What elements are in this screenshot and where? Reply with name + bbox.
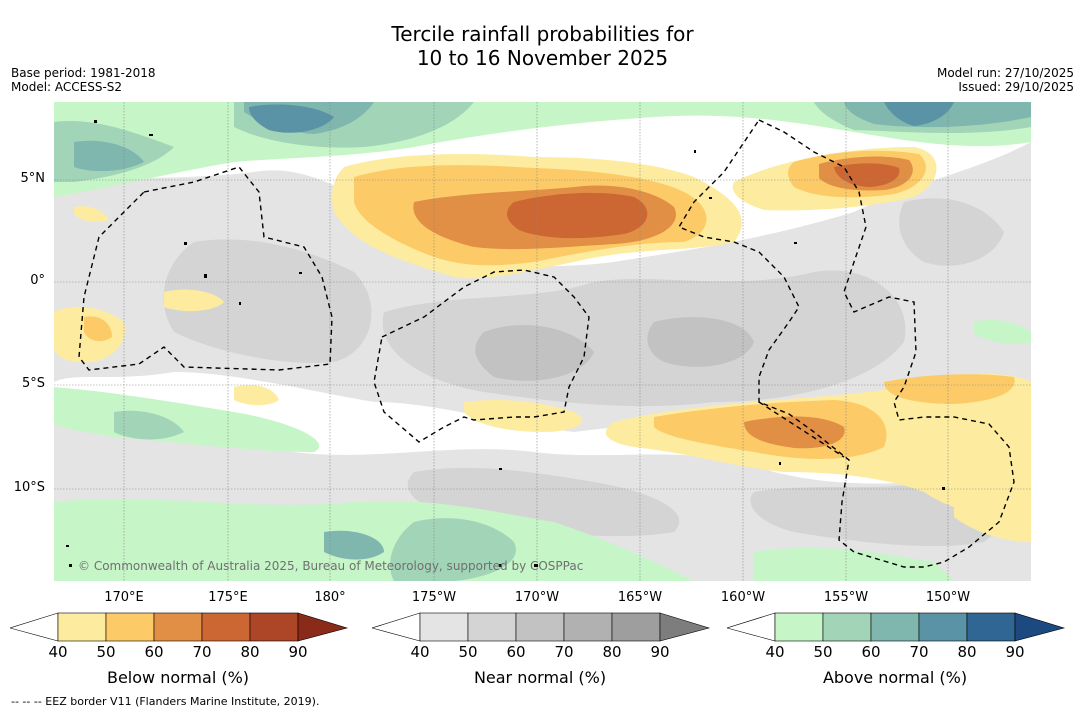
colorbar-tick: 70 <box>192 643 212 661</box>
colorbar-near-segment <box>611 612 661 642</box>
colorbar-near-normal <box>372 612 711 642</box>
colorbar-near-segment <box>467 612 517 642</box>
colorbar-tick: 60 <box>144 643 164 661</box>
colorbar-tick: 70 <box>554 643 574 661</box>
lon-label-170w: 170°W <box>514 590 560 605</box>
model-name: Model: ACCESS-S2 <box>11 80 123 94</box>
lon-label-150w: 150°W <box>925 590 971 605</box>
colorbar-tick: 80 <box>957 643 977 661</box>
colorbar-tick: 90 <box>650 643 670 661</box>
map-title: Tercile rainfall probabilities for 10 to… <box>0 22 1085 70</box>
colorbar-label-above: Above normal (%) <box>822 668 968 687</box>
colorbar-tick: 50 <box>813 643 833 661</box>
base-period: Base period: 1981-2018 <box>11 66 156 80</box>
lon-label-165w: 165°W <box>617 590 663 605</box>
model-run: Model run: 27/10/2025 <box>936 66 1074 80</box>
lon-label-175w: 175°W <box>411 590 457 605</box>
lon-label-160w: 160°W <box>720 590 766 605</box>
colorbar-below-segment <box>153 612 203 642</box>
lat-label-5s: 5°S <box>21 376 45 391</box>
colorbar-near-segment <box>419 612 469 642</box>
title-line-1: Tercile rainfall probabilities for <box>391 22 694 46</box>
colorbar-below-segment <box>249 612 299 642</box>
graticule <box>54 102 1031 581</box>
colorbar-above-segment <box>870 612 920 642</box>
colorbar-tick: 50 <box>96 643 116 661</box>
colorbar-tick: 50 <box>458 643 478 661</box>
lat-label-10s: 10°S <box>13 480 45 495</box>
colorbar-tick: 40 <box>410 643 430 661</box>
colorbar-below-normal <box>10 612 349 642</box>
colorbar-tick: 40 <box>765 643 785 661</box>
colorbar-below-segment <box>105 612 155 642</box>
run-info: Model run: 27/10/2025 Issued: 29/10/2025 <box>937 66 1074 94</box>
colorbar-above-segment <box>1014 612 1066 642</box>
lat-label-0: 0° <box>30 273 45 288</box>
probability-map <box>54 102 1031 581</box>
colorbar-above-segment <box>774 612 824 642</box>
colorbar-above-segment <box>966 612 1016 642</box>
colorbar-tick: 40 <box>48 643 68 661</box>
lon-label-175e: 175°E <box>208 590 248 605</box>
colorbar-tick: 80 <box>240 643 260 661</box>
eez-borders <box>78 119 1015 568</box>
colorbar-above-segment <box>727 612 776 642</box>
colorbar-tick: 70 <box>909 643 929 661</box>
model-info: Base period: 1981-2018 Model: ACCESS-S2 <box>11 66 156 94</box>
colorbar-tick: 90 <box>1005 643 1025 661</box>
colorbar-near-segment <box>563 612 613 642</box>
lat-label-5n: 5°N <box>20 171 46 186</box>
colorbar-tick: 80 <box>602 643 622 661</box>
colorbar-above-normal <box>727 612 1066 642</box>
colorbar-label-near: Near normal (%) <box>473 668 607 687</box>
title-line-2: 10 to 16 November 2025 <box>416 46 669 70</box>
eez-footnote: -- -- -- EEZ border V11 (Flanders Marine… <box>11 695 320 708</box>
above-normal-regions <box>54 102 1031 581</box>
colorbar-tick: 60 <box>506 643 526 661</box>
colorbar-label-below: Below normal (%) <box>106 668 250 687</box>
issued-date: Issued: 29/10/2025 <box>958 80 1074 94</box>
copyright-notice: © Commonwealth of Australia 2025, Bureau… <box>78 559 584 573</box>
colorbar-above-segment <box>822 612 872 642</box>
colorbar-near-segment <box>372 612 421 642</box>
colorbar-tick: 60 <box>861 643 881 661</box>
colorbar-tick: 90 <box>288 643 308 661</box>
lon-label-170e: 170°E <box>104 590 144 605</box>
colorbar-below-segment <box>297 612 349 642</box>
islands <box>66 120 945 567</box>
lon-label-155w: 155°W <box>823 590 869 605</box>
colorbar-below-segment <box>57 612 107 642</box>
colorbar-near-segment <box>515 612 565 642</box>
colorbar-near-segment <box>659 612 711 642</box>
colorbar-below-segment <box>10 612 59 642</box>
colorbar-below-segment <box>201 612 251 642</box>
colorbar-above-segment <box>918 612 968 642</box>
lon-label-180: 180° <box>314 590 346 605</box>
